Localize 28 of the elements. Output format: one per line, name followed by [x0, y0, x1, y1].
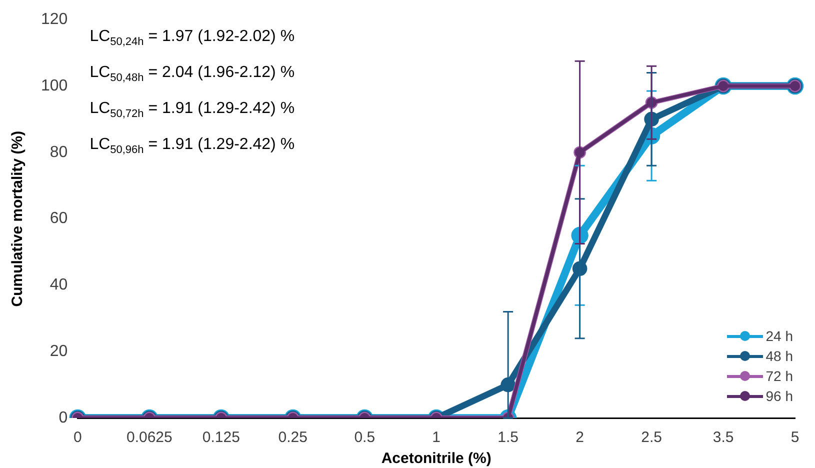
x-tick-label: 1 [432, 429, 441, 446]
y-tick-label: 20 [50, 343, 68, 360]
y-tick-label: 100 [40, 77, 68, 94]
x-tick-label: 0.0625 [126, 429, 172, 446]
x-tick-label: 5 [790, 429, 800, 446]
annotation: LC$_{50,24h}$ = 1.97 (1.92-2.02) % [90, 28, 295, 48]
x-tick-label: 1.5 [498, 429, 519, 446]
x-tick-label: 3.5 [712, 429, 734, 446]
y-axis-title: Cumulative mortality (%) [9, 130, 26, 307]
y-tick-label: 80 [50, 144, 68, 161]
x-tick-label: 0.125 [202, 429, 240, 446]
annotation: LC$_{50,48h}$ = 2.04 (1.96-2.12) % [90, 64, 295, 84]
x-tick-label: 2 [576, 429, 584, 446]
y-tick-label: 60 [50, 210, 68, 228]
x-tick-label: 0.25 [278, 429, 308, 446]
legend-label: 24 h [766, 328, 793, 344]
y-tick-label: 120 [40, 11, 68, 28]
legend-label: 48 h [766, 348, 793, 364]
legend-label: 96 h [766, 388, 793, 404]
x-tick-label: 0.5 [354, 429, 376, 446]
x-tick-label: 2.5 [641, 429, 662, 446]
x-axis-title: Acetonitrile (%) [381, 450, 492, 468]
y-tick-label: 40 [50, 276, 68, 294]
x-tick-label: 0 [74, 429, 82, 446]
annotation: LC$_{50,96h}$ = 1.91 (1.29-2.42) % [90, 136, 295, 156]
y-tick-label: 0 [58, 409, 68, 426]
legend-label: 72 h [766, 368, 793, 384]
annotation: LC$_{50,72h}$ = 1.91 (1.29-2.42) % [90, 100, 295, 120]
